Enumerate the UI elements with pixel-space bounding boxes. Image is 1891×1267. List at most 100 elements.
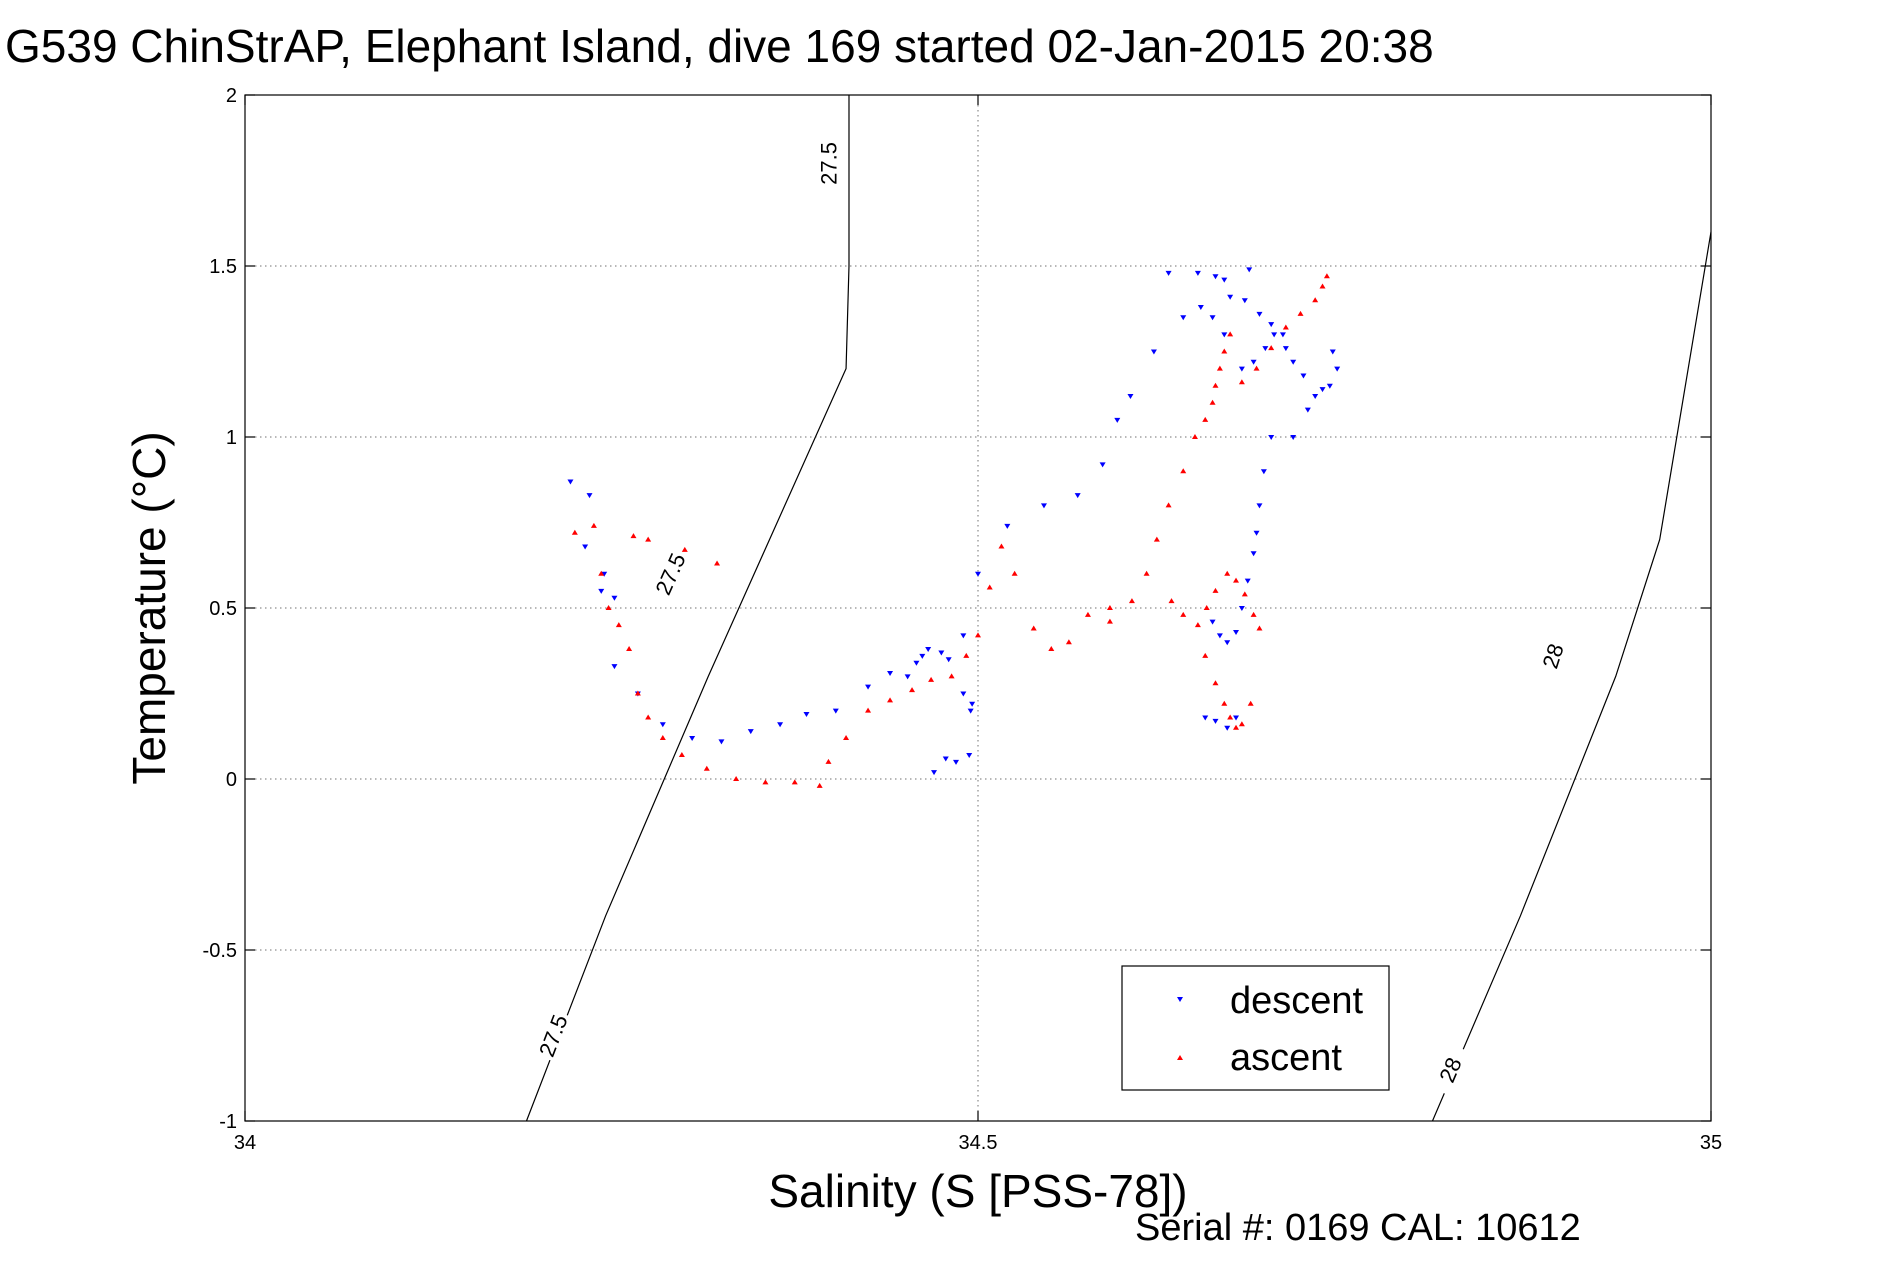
- point-descent-6-3: [1253, 530, 1260, 536]
- point-descent-3-6: [1127, 393, 1134, 399]
- point-descent-1-4: [718, 739, 725, 745]
- point-ascent-0-1: [590, 522, 597, 528]
- point-ascent-3-1: [1128, 598, 1135, 604]
- point-descent-1-10: [887, 670, 894, 676]
- point-ascent-0-4: [615, 622, 622, 628]
- data-points: [567, 267, 1341, 788]
- point-ascent-5-1: [1253, 365, 1260, 371]
- point-ascent-3-8: [1209, 399, 1216, 405]
- point-ascent-2-3: [887, 697, 894, 703]
- point-ascent-6-4: [1233, 724, 1240, 730]
- point-descent-0-0: [567, 479, 574, 485]
- point-ascent-5-7: [1323, 273, 1330, 279]
- point-descent-1-8: [832, 708, 839, 714]
- point-ascent-4-4: [1212, 587, 1219, 593]
- y-tick-label-0-5: -0.5: [203, 940, 237, 962]
- point-ascent-3-5: [1180, 468, 1187, 474]
- point-ascent-6-6: [1247, 700, 1254, 706]
- point-ascent-4-0: [1168, 598, 1175, 604]
- point-descent-4-13: [1329, 349, 1336, 355]
- point-descent-4-3: [1227, 294, 1234, 300]
- point-descent-4-1: [1194, 270, 1201, 276]
- isopycnal-label-27-5-0-2: 27.5: [816, 142, 841, 185]
- point-descent-3-0: [975, 571, 981, 577]
- point-descent-2-5: [960, 633, 967, 639]
- point-descent-1-17: [960, 691, 967, 697]
- series-ascent: [571, 273, 1330, 788]
- point-descent-3-7: [1150, 349, 1157, 355]
- isopycnal-label-bg-27-5-0-2: [815, 139, 842, 188]
- point-ascent-2-15: [1084, 611, 1091, 617]
- point-ascent-3-7: [1202, 416, 1209, 422]
- y-tick-label-1-5: 1.5: [209, 256, 237, 278]
- point-descent-1-0: [611, 664, 618, 670]
- point-ascent-1-1: [645, 536, 652, 542]
- point-ascent-5-3: [1282, 324, 1289, 330]
- point-descent-5-0: [1268, 322, 1275, 328]
- point-ascent-5-0: [1238, 379, 1245, 385]
- point-descent-0-4: [598, 588, 605, 594]
- point-descent-4-14: [1319, 387, 1326, 393]
- point-descent-1-15: [938, 650, 945, 656]
- point-descent-4-2: [1212, 274, 1219, 280]
- legend-box: [1121, 965, 1390, 1091]
- point-descent-5-2: [1262, 346, 1269, 352]
- point-descent-6-5: [1244, 578, 1251, 584]
- point-descent-4-9: [1300, 373, 1307, 379]
- point-ascent-6-3: [1227, 714, 1234, 720]
- point-descent-0-3: [601, 571, 608, 577]
- point-descent-1-3: [689, 735, 696, 741]
- point-descent-1-7: [803, 712, 810, 718]
- point-descent-6-0: [1268, 435, 1275, 440]
- series-descent: [567, 267, 1341, 776]
- point-descent-6-10: [1209, 619, 1216, 625]
- legend-marker-ascent: [1177, 1055, 1183, 1060]
- point-descent-7-2: [1224, 725, 1231, 731]
- point-ascent-4-1: [1180, 611, 1187, 617]
- point-descent-6-1: [1260, 469, 1267, 475]
- point-ascent-2-7: [963, 652, 970, 658]
- point-ascent-4-8: [1250, 611, 1257, 617]
- point-ascent-2-1: [843, 734, 850, 740]
- point-descent-4-11: [1326, 383, 1333, 389]
- point-descent-7-3: [1233, 715, 1240, 721]
- isopycnal-label-27-5-0-0: 27.5: [534, 1011, 573, 1060]
- point-ascent-2-14: [1065, 639, 1072, 645]
- point-descent-1-18: [967, 708, 974, 714]
- point-descent-2-4: [969, 701, 976, 707]
- point-descent-3-4: [1099, 462, 1106, 468]
- point-ascent-4-6: [1233, 577, 1240, 583]
- point-ascent-5-2: [1268, 345, 1275, 351]
- point-descent-7-0: [1202, 715, 1209, 721]
- point-descent-4-7: [1282, 346, 1289, 352]
- y-tick-label-0: 0: [226, 769, 237, 791]
- x-tick-label-34: 34: [234, 1132, 256, 1154]
- point-descent-3-9: [1221, 277, 1228, 283]
- point-descent-5-1: [1279, 332, 1286, 338]
- point-ascent-6-5: [1238, 721, 1245, 727]
- y-tick-label-0-5: 0.5: [209, 598, 237, 620]
- serial-cal-footer: Serial #: 0169 CAL: 10612: [1135, 1207, 1581, 1249]
- point-descent-6-7: [1233, 629, 1240, 635]
- isopycnal-label-bg-28-1-1: [1532, 629, 1573, 683]
- point-descent-4-8: [1290, 359, 1297, 365]
- point-ascent-1-2: [681, 546, 688, 552]
- point-descent-0-1: [586, 493, 593, 499]
- point-ascent-6-1: [1212, 680, 1219, 686]
- point-ascent-2-6: [948, 673, 955, 679]
- point-descent-4-0: [1165, 270, 1172, 276]
- point-ascent-2-11: [1011, 570, 1018, 576]
- point-ascent-6-2: [1221, 700, 1228, 706]
- point-ascent-0-11: [733, 776, 740, 781]
- point-ascent-2-4: [909, 687, 916, 693]
- point-descent-3-2: [1040, 503, 1047, 509]
- point-descent-6-2: [1256, 503, 1263, 509]
- point-ascent-0-8: [659, 734, 666, 740]
- x-axis-label: Salinity (S [PSS-78]): [768, 1165, 1187, 1217]
- point-ascent-0-14: [816, 782, 823, 788]
- point-descent-1-12: [913, 660, 920, 666]
- point-ascent-2-13: [1048, 646, 1055, 652]
- point-ascent-4-2: [1194, 622, 1201, 628]
- point-ascent-0-2: [598, 570, 605, 576]
